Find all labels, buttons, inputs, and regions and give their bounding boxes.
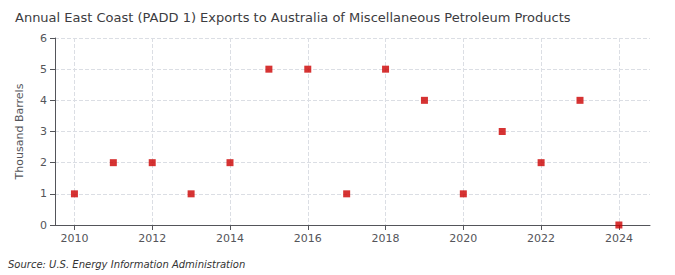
svg-text:2018: 2018 [372,232,400,245]
svg-text:1: 1 [40,187,47,200]
svg-text:2020: 2020 [449,232,477,245]
svg-text:Thousand Barrels: Thousand Barrels [13,83,26,180]
svg-text:2014: 2014 [216,232,244,245]
svg-text:Annual East Coast (PADD 1) Exp: Annual East Coast (PADD 1) Exports to Au… [15,10,571,25]
svg-text:6: 6 [40,32,47,45]
svg-text:0: 0 [40,219,47,232]
svg-text:2022: 2022 [527,232,555,245]
svg-text:2016: 2016 [294,232,322,245]
svg-text:Source: U.S. Energy Informatio: Source: U.S. Energy Information Administ… [8,259,245,270]
svg-text:4: 4 [40,94,47,107]
svg-text:5: 5 [40,63,47,76]
svg-text:2: 2 [40,156,47,169]
svg-text:2024: 2024 [605,232,633,245]
svg-text:2010: 2010 [60,232,88,245]
svg-text:2012: 2012 [138,232,166,245]
svg-text:3: 3 [40,125,47,138]
